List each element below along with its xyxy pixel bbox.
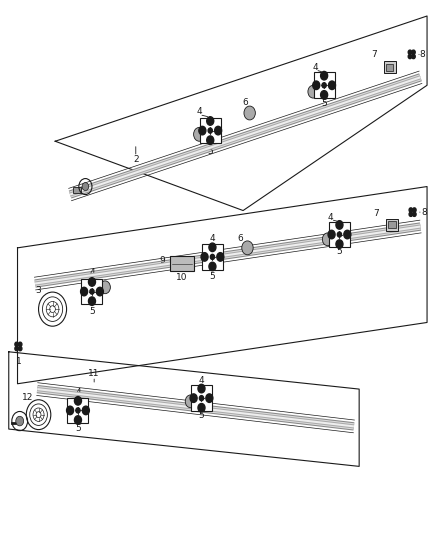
Text: 4: 4 <box>210 234 215 243</box>
Circle shape <box>74 416 81 424</box>
Text: 5: 5 <box>336 247 343 256</box>
Circle shape <box>210 254 215 260</box>
Bar <box>73 187 81 193</box>
Circle shape <box>198 384 205 393</box>
Circle shape <box>67 406 74 415</box>
Circle shape <box>409 212 413 216</box>
Bar <box>191 385 212 411</box>
Text: 6: 6 <box>237 234 243 243</box>
Circle shape <box>209 243 216 252</box>
Circle shape <box>100 281 110 294</box>
Circle shape <box>198 403 205 412</box>
Text: 11: 11 <box>88 369 100 377</box>
Circle shape <box>413 212 416 216</box>
Text: 5: 5 <box>209 272 215 280</box>
Circle shape <box>408 54 412 59</box>
Circle shape <box>321 71 328 80</box>
Circle shape <box>82 406 89 415</box>
Bar <box>202 244 223 270</box>
Circle shape <box>207 117 214 125</box>
Text: 8: 8 <box>421 208 427 216</box>
Text: 10: 10 <box>176 273 187 281</box>
Circle shape <box>412 54 415 59</box>
Text: 5: 5 <box>207 147 213 156</box>
Circle shape <box>16 416 24 426</box>
Circle shape <box>409 208 413 212</box>
Circle shape <box>88 297 95 305</box>
Text: 7: 7 <box>373 209 379 217</box>
Bar <box>384 61 396 73</box>
Circle shape <box>328 230 335 239</box>
Circle shape <box>82 182 88 191</box>
Text: 2: 2 <box>133 156 138 164</box>
Circle shape <box>408 50 412 54</box>
Text: 4: 4 <box>199 376 204 384</box>
Circle shape <box>321 91 328 99</box>
Circle shape <box>90 289 94 294</box>
Circle shape <box>15 342 18 346</box>
Circle shape <box>215 126 222 135</box>
Circle shape <box>88 278 95 286</box>
Circle shape <box>15 346 18 351</box>
Bar <box>81 279 102 304</box>
Circle shape <box>18 346 22 351</box>
Text: 5: 5 <box>75 424 81 433</box>
Circle shape <box>190 394 197 402</box>
Circle shape <box>328 81 336 90</box>
Bar <box>329 222 350 247</box>
Circle shape <box>336 240 343 248</box>
FancyBboxPatch shape <box>170 256 194 271</box>
Text: 4: 4 <box>89 269 95 277</box>
Circle shape <box>199 395 204 401</box>
Text: 4: 4 <box>75 389 81 397</box>
Text: 6: 6 <box>242 98 248 107</box>
Text: 5: 5 <box>89 307 95 316</box>
Circle shape <box>344 230 351 239</box>
Circle shape <box>206 394 213 402</box>
Bar <box>200 118 221 143</box>
Circle shape <box>208 128 212 133</box>
Circle shape <box>81 287 88 296</box>
Text: 4: 4 <box>328 213 333 222</box>
Circle shape <box>207 136 214 144</box>
Text: 7: 7 <box>371 50 378 59</box>
Bar <box>386 63 393 71</box>
Circle shape <box>194 127 205 141</box>
Circle shape <box>313 81 320 90</box>
Bar <box>67 398 88 423</box>
Circle shape <box>76 408 80 413</box>
Circle shape <box>18 342 22 346</box>
Text: 4: 4 <box>197 108 202 116</box>
Circle shape <box>209 262 216 271</box>
Text: 5: 5 <box>321 99 327 108</box>
Bar <box>389 221 396 229</box>
Circle shape <box>74 397 81 405</box>
Circle shape <box>185 395 196 408</box>
Circle shape <box>412 50 415 54</box>
Circle shape <box>308 85 318 98</box>
Text: 5: 5 <box>198 411 205 420</box>
Text: 9: 9 <box>159 256 165 264</box>
Circle shape <box>413 208 416 212</box>
Text: 12: 12 <box>21 393 33 401</box>
Bar <box>386 219 398 231</box>
Circle shape <box>242 241 253 255</box>
Bar <box>314 72 335 98</box>
Circle shape <box>96 287 103 296</box>
Circle shape <box>322 83 326 88</box>
Circle shape <box>217 253 224 261</box>
Circle shape <box>337 232 342 237</box>
Text: 3: 3 <box>35 286 42 295</box>
Text: 4: 4 <box>313 63 318 71</box>
Circle shape <box>336 221 343 229</box>
Circle shape <box>322 233 333 246</box>
Circle shape <box>199 126 206 135</box>
Text: 8: 8 <box>420 50 426 59</box>
Circle shape <box>244 106 255 120</box>
Text: 1: 1 <box>15 357 21 366</box>
Circle shape <box>201 253 208 261</box>
